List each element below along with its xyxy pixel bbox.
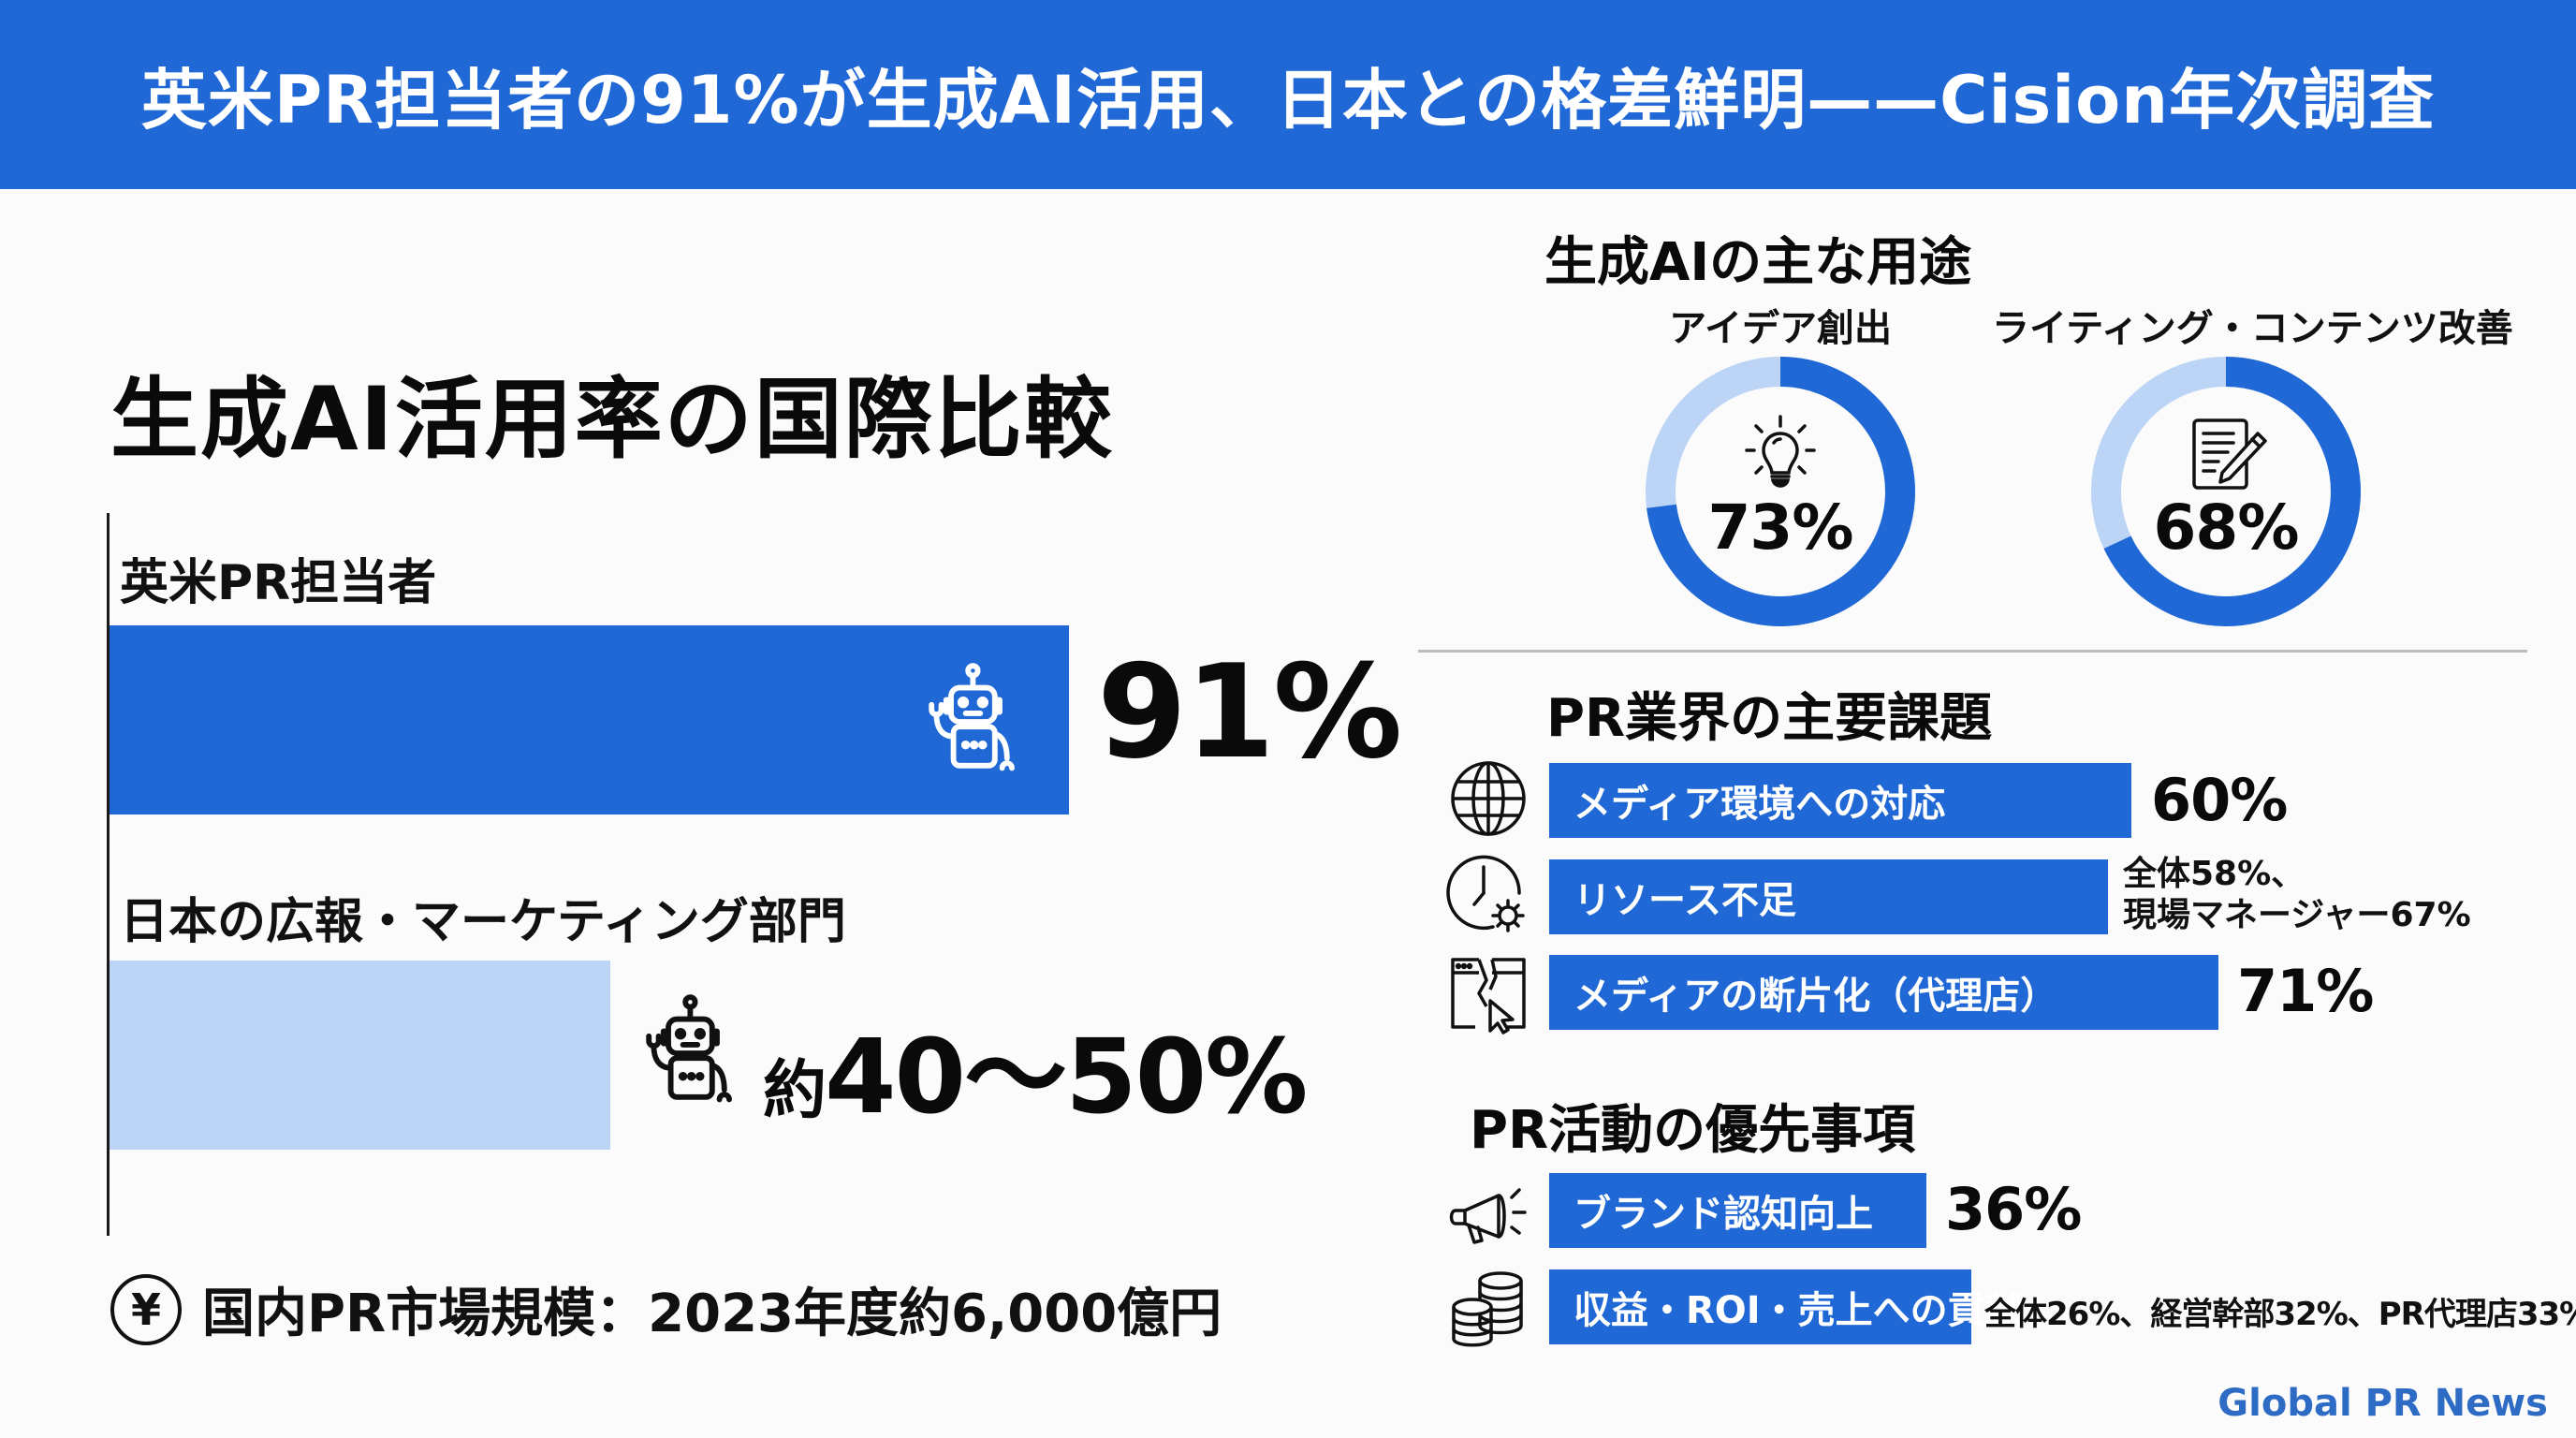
priority-value-breakdown: 全体26%、経営幹部32%、PR代理店33% (1984, 1296, 2576, 1333)
challenge-label: リソース不足 (1573, 879, 1796, 922)
value-range: 40〜50% (825, 1017, 1308, 1137)
challenges-title: PR業界の主要課題 (1546, 688, 1993, 749)
chart-axis-line (107, 513, 110, 1236)
broken-window-cursor-icon (1446, 951, 1530, 1035)
use-label-writing: ライティング・コンテンツ改善 (1992, 307, 2513, 350)
challenge-value: 71% (2237, 957, 2374, 1025)
priority-label: ブランド認知向上 (1573, 1193, 1873, 1236)
robot-icon (915, 661, 1036, 786)
bar-label-japan: 日本の広報・マーケティング部門 (120, 894, 846, 950)
bar-value-us-uk: 91% (1097, 637, 1402, 787)
priority-bar-revenue-roi: 収益・ROI・売上への貢献 (1549, 1269, 2023, 1344)
challenge-bar-media-fragmentation: メディアの断片化（代理店） (1549, 955, 2218, 1030)
clock-gear-icon (1446, 852, 1530, 936)
bar-japan (110, 961, 610, 1150)
challenge-bar-media-environment: メディア環境への対応 (1549, 763, 2131, 838)
value-prefix: 約 (763, 1054, 827, 1128)
market-size-text: 国内PR市場規模：2023年度約6,000億円 (202, 1284, 1222, 1344)
globe-icon (1446, 756, 1530, 841)
priority-value: 36% (1945, 1175, 2082, 1243)
value-line-overall: 全体58%、 (2123, 855, 2305, 893)
coins-icon (1446, 1266, 1530, 1350)
value-line-managers: 現場マネージャー67% (2123, 896, 2471, 934)
market-size-note: ¥ 国内PR市場規模：2023年度約6,000億円 (110, 1271, 1222, 1347)
priority-bar-brand-awareness: ブランド認知向上 (1549, 1173, 1926, 1248)
brand-logo-text: Global PR News (2217, 1382, 2548, 1425)
page-title: 英米PR担当者の91%が生成AI活用、日本との格差鮮明——Cision年次調査 (140, 61, 2436, 139)
challenge-label: メディアの断片化（代理店） (1573, 975, 2058, 1018)
robot-icon (632, 992, 754, 1118)
use-value-ideas: 73% (1707, 492, 1854, 564)
bar-label-us-uk: 英米PR担当者 (120, 555, 437, 611)
bar-value-japan: 約40〜50% (763, 992, 1308, 1142)
megaphone-icon (1446, 1170, 1530, 1255)
use-label-ideas: アイデア創出 (1669, 307, 1892, 350)
yen-icon: ¥ (110, 1273, 182, 1345)
priority-label: 収益・ROI・売上への貢献 (1573, 1289, 2023, 1332)
section-divider (1418, 650, 2527, 653)
donut-writing: 68% (2086, 351, 2366, 632)
header-banner: 英米PR担当者の91%が生成AI活用、日本との格差鮮明——Cision年次調査 (0, 0, 2576, 189)
lightbulb-icon (1743, 415, 1818, 497)
comparison-title: 生成AI活用率の国際比較 (110, 369, 1114, 471)
document-pencil-icon (2190, 417, 2269, 495)
challenge-value-resources: 全体58%、 現場マネージャー67% (2123, 854, 2471, 936)
challenge-label: メディア環境への対応 (1573, 783, 1946, 826)
priorities-title: PR活動の優先事項 (1470, 1100, 1916, 1161)
bar-us-uk (110, 625, 1069, 814)
use-value-writing: 68% (2153, 492, 2300, 564)
uses-title: 生成AIの主な用途 (1544, 232, 1972, 293)
challenge-bar-resources: リソース不足 (1549, 859, 2108, 934)
donut-ideas: 73% (1640, 351, 1921, 632)
challenge-value: 60% (2151, 766, 2288, 834)
